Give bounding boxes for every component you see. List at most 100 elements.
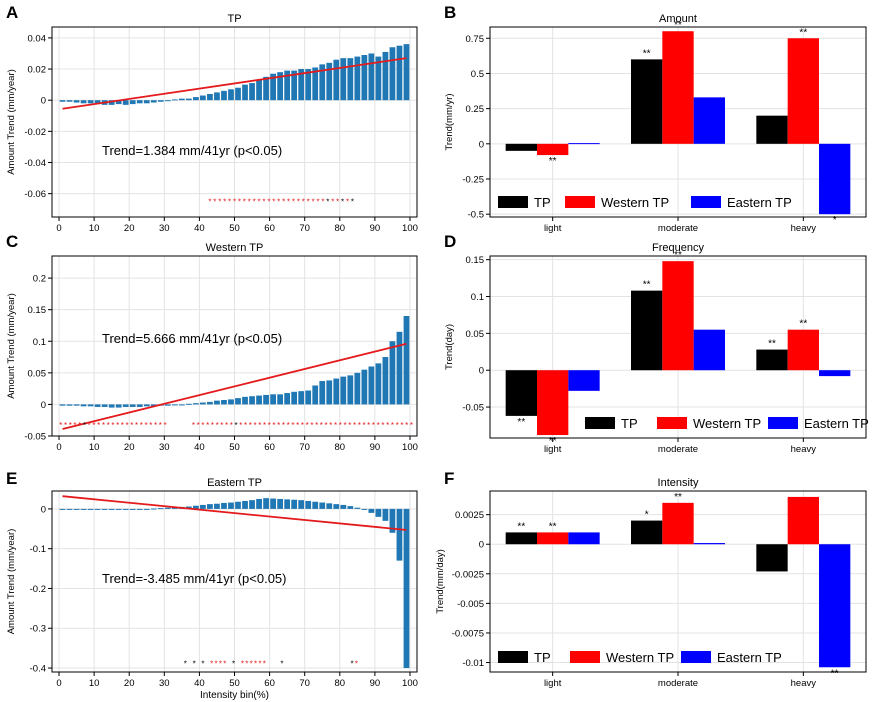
y-tick-label: 0.1 xyxy=(471,292,484,303)
significance-star: ** xyxy=(517,417,525,428)
bin-bar xyxy=(305,500,312,509)
y-tick-label: 0.05 xyxy=(28,368,47,379)
significance-star: * xyxy=(107,421,110,430)
bin-bar xyxy=(375,363,382,405)
bin-bar xyxy=(284,70,291,101)
x-tick-label: 50 xyxy=(229,223,240,234)
bin-bar xyxy=(249,83,255,101)
y-tick-label: 0.2 xyxy=(33,274,46,285)
legend-swatch xyxy=(498,651,528,663)
significance-star: * xyxy=(239,421,242,430)
bin-bar xyxy=(298,500,305,509)
bin-bar xyxy=(164,100,171,102)
significance-star: * xyxy=(208,198,211,207)
bin-bar xyxy=(389,508,396,533)
significance-star: * xyxy=(315,421,318,430)
significance-star: * xyxy=(272,421,275,430)
y-tick-label: 0 xyxy=(479,139,484,150)
bin-bar xyxy=(200,95,206,101)
bin-bar xyxy=(94,508,101,510)
bin-bar xyxy=(319,64,326,101)
bin-bar xyxy=(382,51,389,101)
bin-bar xyxy=(115,100,122,105)
category-bar xyxy=(787,496,819,545)
category-bar xyxy=(537,143,569,156)
trend-line xyxy=(62,342,407,430)
significance-star: * xyxy=(310,421,313,430)
bin-bar xyxy=(263,76,269,101)
y-tick-label: 0.5 xyxy=(471,69,484,80)
x-tick-label: 90 xyxy=(370,678,381,689)
bin-bar xyxy=(207,504,213,509)
y-tick-label: 0.04 xyxy=(28,33,47,44)
bin-bar xyxy=(228,399,234,405)
bin-bar xyxy=(305,390,312,405)
bin-bar xyxy=(164,507,171,509)
legend-swatch xyxy=(657,417,687,429)
x-tick-label: 20 xyxy=(124,223,135,234)
panel-letter-d: D xyxy=(444,232,456,251)
category-bar xyxy=(631,520,663,545)
x-tick-label: 10 xyxy=(89,678,100,689)
significance-star: * xyxy=(341,198,344,207)
bin-bar xyxy=(326,380,333,405)
significance-star: * xyxy=(287,198,290,207)
bin-bar xyxy=(87,508,94,510)
panel-letter-f: F xyxy=(444,469,454,488)
bin-bar xyxy=(403,44,410,101)
y-tick-label: 0 xyxy=(41,504,46,515)
significance-star: * xyxy=(219,659,222,668)
bin-bar xyxy=(171,99,178,101)
y-tick-label: 0.05 xyxy=(466,329,485,340)
significance-star: * xyxy=(250,659,253,668)
x-tick-label: heavy xyxy=(791,223,817,234)
bin-bar xyxy=(150,508,157,510)
bin-bar xyxy=(340,376,347,405)
bin-bar xyxy=(200,402,206,405)
bin-bar xyxy=(178,98,185,101)
category-bar xyxy=(662,502,694,545)
significance-star: * xyxy=(291,421,294,430)
trend-annotation: Trend=-3.485 mm/41yr (p<0.05) xyxy=(102,571,287,586)
category-bar xyxy=(819,143,851,215)
significance-star: * xyxy=(223,659,226,668)
y-axis-label: Amount Trend (mm/year) xyxy=(6,69,17,175)
chart-tp-amount-trend: Trend=1.384 mm/41yr (p<0.05)* * * * * * * * * * * *… xyxy=(6,13,418,234)
bin-bar xyxy=(333,378,340,405)
bin-bar xyxy=(214,400,220,405)
significance-star: ** xyxy=(674,20,682,31)
significance-star: * xyxy=(73,421,76,430)
significance-star: * xyxy=(253,421,256,430)
category-bar xyxy=(756,115,788,144)
significance-star: * xyxy=(277,198,280,207)
significance-star: ** xyxy=(799,319,807,330)
significance-star: ** xyxy=(643,48,651,59)
significance-star: * xyxy=(144,421,147,430)
significance-star: ** xyxy=(831,668,839,679)
bin-bar xyxy=(277,72,284,101)
bin-bar xyxy=(277,498,284,509)
chart-intensity-by-category: *********Intensity-0.01-0.0075-0.005-0.0… xyxy=(435,477,867,689)
bin-bar xyxy=(143,404,150,407)
bin-bar xyxy=(136,508,143,510)
bin-bar xyxy=(312,501,319,509)
significance-star: * xyxy=(377,421,380,430)
category-bar xyxy=(662,261,694,371)
y-tick-label: -0.2 xyxy=(30,584,46,595)
significance-star: * xyxy=(197,421,200,430)
significance-star: ** xyxy=(768,339,776,350)
panel-letter-a: A xyxy=(6,3,18,22)
x-tick-label: 70 xyxy=(299,223,310,234)
x-tick-label: moderate xyxy=(658,678,698,689)
bin-bar xyxy=(228,89,234,101)
x-tick-label: 30 xyxy=(159,442,170,453)
significance-star: * xyxy=(159,421,162,430)
bin-bar xyxy=(235,501,241,509)
bin-bar xyxy=(115,404,122,408)
significance-star: * xyxy=(233,198,236,207)
y-axis-label: Amount Trend (mm/year) xyxy=(6,529,17,635)
bin-bar xyxy=(108,508,115,510)
x-tick-label: 60 xyxy=(264,223,275,234)
bin-bar xyxy=(143,100,150,104)
x-tick-label: 50 xyxy=(229,442,240,453)
